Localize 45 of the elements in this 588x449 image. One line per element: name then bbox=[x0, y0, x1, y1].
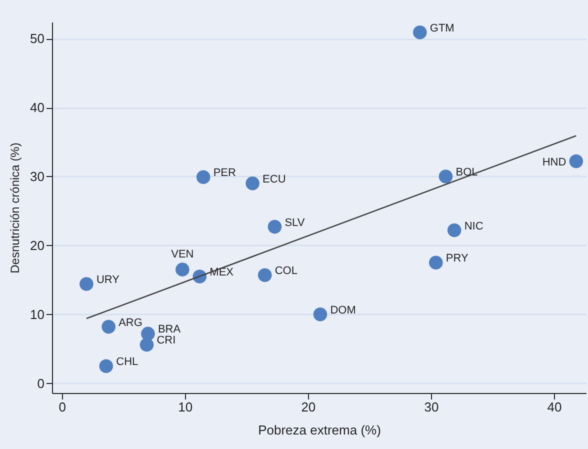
data-label: GTM bbox=[430, 22, 454, 34]
x-axis-title: Pobreza extrema (%) bbox=[258, 422, 381, 438]
y-tick-label: 50 bbox=[30, 31, 44, 46]
point bbox=[413, 25, 427, 40]
x-tick-label: 0 bbox=[58, 400, 66, 414]
point bbox=[313, 308, 328, 322]
y-tick-label: 20 bbox=[30, 238, 44, 253]
data-label: ECU bbox=[262, 173, 286, 186]
data-label: PRY bbox=[446, 252, 469, 265]
point bbox=[447, 223, 462, 238]
point bbox=[246, 176, 260, 190]
point bbox=[438, 170, 453, 184]
data-label: BRA bbox=[158, 324, 182, 336]
data-label: DOM bbox=[330, 304, 356, 316]
point bbox=[196, 170, 210, 184]
point bbox=[102, 320, 116, 334]
data-label: BOL bbox=[456, 166, 478, 178]
data-label: VEN bbox=[171, 248, 194, 261]
point bbox=[99, 359, 114, 373]
x-tick-label: 30 bbox=[424, 400, 439, 414]
data-label: CHL bbox=[116, 356, 138, 368]
data-label: URY bbox=[96, 274, 120, 286]
data-label: ARG bbox=[118, 316, 142, 329]
data-label: HND bbox=[542, 156, 566, 168]
x-tick-label: 40 bbox=[547, 400, 562, 414]
data-label: COL bbox=[274, 265, 298, 278]
data-label: NIC bbox=[464, 220, 484, 232]
data-label: CRI bbox=[156, 334, 176, 347]
point bbox=[176, 262, 190, 276]
point bbox=[268, 220, 282, 234]
y-tick-label: 10 bbox=[30, 306, 44, 322]
x-tick-label: 20 bbox=[301, 400, 316, 414]
y-tick-label: 0 bbox=[37, 376, 44, 391]
data-label: SLV bbox=[284, 216, 306, 229]
point bbox=[140, 338, 154, 352]
y-axis-title: Desnutrición crónica (%) bbox=[8, 142, 22, 274]
data-label: PER bbox=[213, 167, 236, 180]
y-tick-label: 40 bbox=[30, 100, 44, 116]
point bbox=[141, 326, 155, 341]
point bbox=[569, 154, 584, 168]
y-tick-label: 30 bbox=[30, 168, 44, 184]
point bbox=[258, 268, 272, 282]
point bbox=[80, 277, 94, 291]
x-tick-label: 10 bbox=[178, 400, 193, 414]
point bbox=[428, 256, 443, 270]
